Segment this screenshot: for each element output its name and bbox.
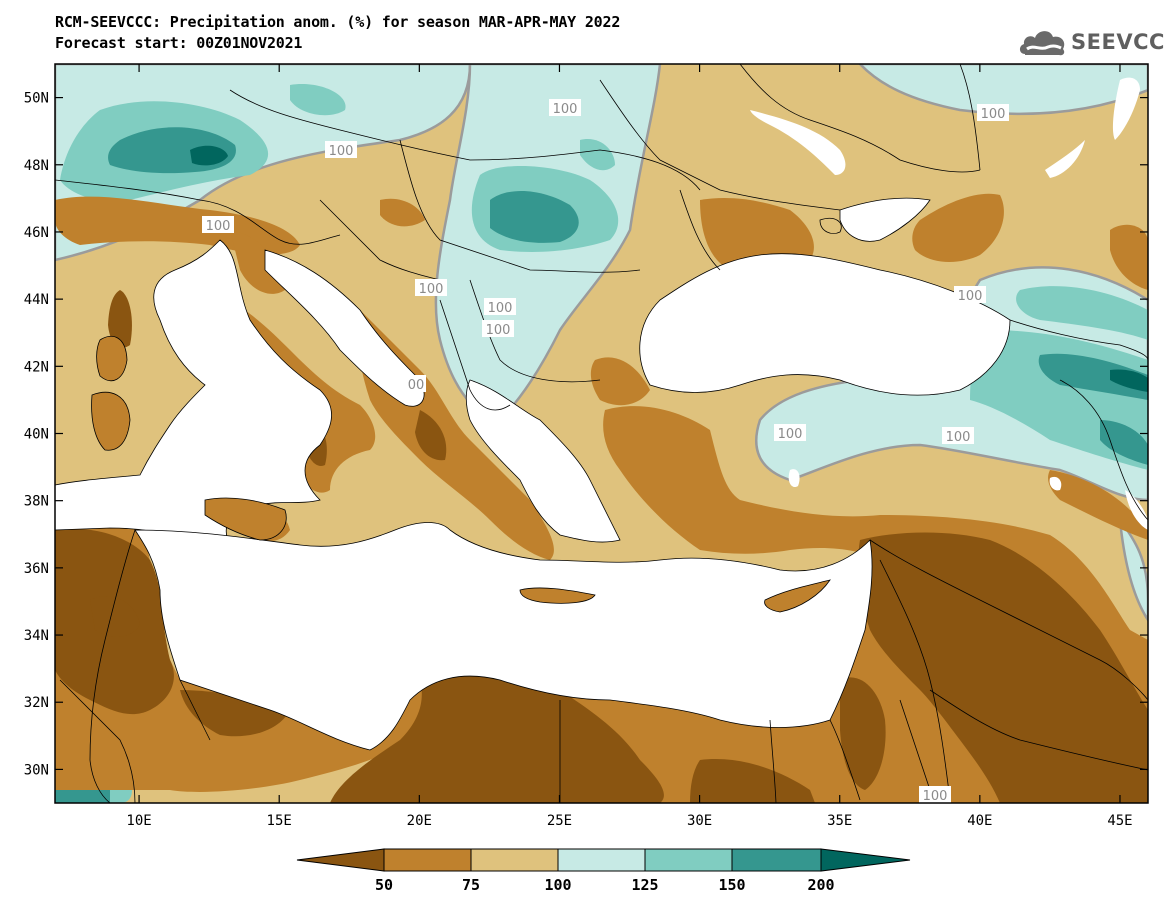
contour-label-100: 100: [923, 789, 948, 804]
sea-areas: [55, 197, 1011, 751]
contour-label-100: 100: [946, 430, 971, 445]
lat-tick-label: 30N: [24, 762, 49, 778]
colorbar-level-label: 50: [375, 876, 393, 894]
lat-tick-label: 36N: [24, 561, 49, 577]
lat-tick-label: 40N: [24, 427, 49, 443]
map-field: 100 100 100 100 100 100 100 100 100 100 …: [55, 64, 1148, 804]
contour-label-100: 100: [981, 107, 1006, 122]
lat-tick-label: 50N: [24, 91, 49, 107]
axis-ticks: [55, 64, 1148, 803]
colorbar-labels: 50 75 100 125 150 200: [375, 876, 835, 894]
lat-tick-label: 48N: [24, 158, 49, 174]
masked-land-areas: [750, 77, 1148, 530]
contour-label-100: 100: [206, 219, 231, 234]
lon-tick-label: 25E: [547, 813, 572, 829]
colorbar-below-50: [296, 848, 385, 872]
lat-tick-label: 46N: [24, 225, 49, 241]
colorbar-100-125: [557, 848, 646, 872]
logo-text: SEEVCCC: [1071, 30, 1165, 54]
colorbar-75-100: [470, 848, 559, 872]
colorbar-level-label: 125: [631, 876, 658, 894]
lon-tick-label: 10E: [126, 813, 151, 829]
contour-label-100: 100: [329, 144, 354, 159]
contour-label-100: 100: [553, 102, 578, 117]
lon-tick-label: 30E: [687, 813, 712, 829]
contour-label-100: 100: [419, 282, 444, 297]
map-title: RCM-SEEVCCC: Precipitation anom. (%) for…: [55, 13, 621, 31]
contour-label-100: 100: [958, 289, 983, 304]
lat-tick-label: 38N: [24, 494, 49, 510]
contour-label-partial: 00: [408, 378, 425, 393]
seevccc-logo: SEEVCCC: [1017, 24, 1165, 60]
forecast-start-label: Forecast start: 00Z01NOV2021: [55, 34, 303, 52]
cloud-icon: [1019, 31, 1065, 56]
lat-tick-label: 32N: [24, 695, 49, 711]
lon-tick-label: 15E: [267, 813, 292, 829]
latitude-labels: 50N 48N 46N 44N 42N 40N 38N 36N 34N 32N 30N: [24, 91, 49, 779]
islands: [91, 217, 842, 613]
colorbar-level-label: 150: [718, 876, 745, 894]
country-borders: [55, 64, 1148, 803]
longitude-labels: 10E 15E 20E 25E 30E 35E 40E 45E: [126, 813, 1132, 829]
colorbar-50-75: [383, 848, 472, 872]
colorbar-125-150: [644, 848, 733, 872]
colorbar-150-200: [731, 848, 822, 872]
colorbar-level-label: 200: [807, 876, 834, 894]
colorbar-above-200: [820, 848, 911, 872]
contour-labels: 100 100 100 100 100 100 100 100 100 100 …: [202, 99, 1009, 804]
colorbar: 50 75 100 125 150 200: [296, 848, 911, 894]
lon-tick-label: 20E: [407, 813, 432, 829]
lat-tick-label: 34N: [24, 628, 49, 644]
lon-tick-label: 40E: [967, 813, 992, 829]
contour-label-100: 100: [778, 427, 803, 442]
colorbar-level-label: 100: [544, 876, 571, 894]
contour-label-100: 100: [488, 301, 513, 316]
lon-tick-label: 35E: [827, 813, 852, 829]
lon-tick-label: 45E: [1107, 813, 1132, 829]
contour-label-100: 100: [486, 323, 511, 338]
anomaly-regions-below-50: [55, 290, 1148, 803]
lat-tick-label: 44N: [24, 292, 49, 308]
lat-tick-label: 42N: [24, 359, 49, 375]
colorbar-level-label: 75: [462, 876, 480, 894]
